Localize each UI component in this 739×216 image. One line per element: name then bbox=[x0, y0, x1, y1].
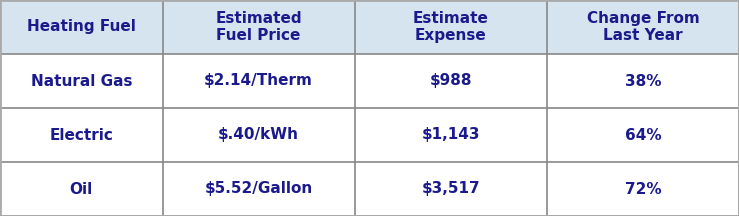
FancyBboxPatch shape bbox=[0, 54, 739, 108]
Text: $3,517: $3,517 bbox=[421, 181, 480, 197]
Text: $1,143: $1,143 bbox=[421, 127, 480, 143]
Text: 72%: 72% bbox=[624, 181, 661, 197]
FancyBboxPatch shape bbox=[0, 162, 739, 216]
Text: 64%: 64% bbox=[624, 127, 661, 143]
Text: $2.14/Therm: $2.14/Therm bbox=[204, 73, 313, 89]
Text: 38%: 38% bbox=[624, 73, 661, 89]
Text: $.40/kWh: $.40/kWh bbox=[218, 127, 299, 143]
Text: Change From
Last Year: Change From Last Year bbox=[587, 11, 699, 43]
FancyBboxPatch shape bbox=[0, 0, 739, 54]
Text: Heating Fuel: Heating Fuel bbox=[27, 19, 136, 35]
Text: Estimated
Fuel Price: Estimated Fuel Price bbox=[215, 11, 302, 43]
FancyBboxPatch shape bbox=[0, 108, 739, 162]
Text: Electric: Electric bbox=[50, 127, 113, 143]
Text: Natural Gas: Natural Gas bbox=[30, 73, 132, 89]
Text: Oil: Oil bbox=[69, 181, 93, 197]
Text: $5.52/Gallon: $5.52/Gallon bbox=[205, 181, 313, 197]
Text: Estimate
Expense: Estimate Expense bbox=[413, 11, 488, 43]
Text: $988: $988 bbox=[429, 73, 472, 89]
